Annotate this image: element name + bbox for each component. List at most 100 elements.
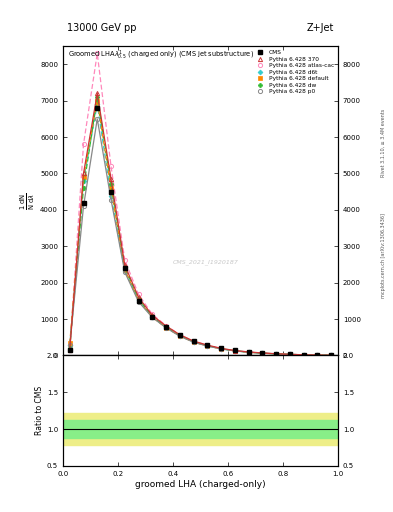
CMS	[108, 188, 114, 195]
Pythia 6.428 d6t	[108, 193, 114, 199]
Pythia 6.428 default	[136, 297, 141, 304]
Pythia 6.428 default	[301, 352, 306, 358]
Pythia 6.428 p0	[68, 342, 72, 348]
Pythia 6.428 p0	[315, 352, 320, 358]
Pythia 6.428 default	[233, 348, 237, 354]
Pythia 6.428 p0	[219, 346, 223, 352]
CMS	[288, 351, 292, 357]
Pythia 6.428 370	[68, 347, 72, 353]
Pythia 6.428 default	[81, 174, 86, 180]
Pythia 6.428 370	[288, 351, 292, 357]
Pythia 6.428 p0	[246, 349, 251, 355]
Pythia 6.428 d6t	[219, 346, 223, 352]
Text: Groomed LHA$\lambda^{1}_{0.5}$ (charged only) (CMS jet substructure): Groomed LHA$\lambda^{1}_{0.5}$ (charged …	[68, 49, 254, 62]
Pythia 6.428 370	[205, 342, 210, 348]
Pythia 6.428 370	[150, 312, 155, 318]
Pythia 6.428 atlas-cac	[329, 352, 334, 358]
Pythia 6.428 p0	[288, 351, 292, 357]
Pythia 6.428 dw	[205, 343, 210, 349]
Pythia 6.428 d6t	[81, 178, 86, 184]
Pythia 6.428 370	[219, 345, 223, 351]
CMS	[164, 324, 169, 330]
Line: Pythia 6.428 default: Pythia 6.428 default	[68, 99, 333, 357]
Pythia 6.428 dw	[108, 181, 114, 187]
Pythia 6.428 dw	[178, 332, 182, 338]
Pythia 6.428 d6t	[260, 350, 265, 356]
Text: CMS_2021_I1920187: CMS_2021_I1920187	[173, 260, 239, 266]
Pythia 6.428 atlas-cac	[191, 338, 196, 344]
Pythia 6.428 d6t	[164, 324, 169, 330]
Pythia 6.428 dw	[260, 350, 265, 356]
Pythia 6.428 atlas-cac	[315, 352, 320, 358]
Pythia 6.428 default	[68, 340, 72, 347]
Line: Pythia 6.428 atlas-cac: Pythia 6.428 atlas-cac	[68, 51, 333, 357]
Pythia 6.428 p0	[164, 325, 169, 331]
Pythia 6.428 dw	[288, 351, 292, 357]
CMS	[81, 200, 86, 206]
Pythia 6.428 d6t	[315, 352, 320, 358]
Pythia 6.428 atlas-cac	[260, 350, 265, 356]
Pythia 6.428 default	[191, 339, 196, 345]
Pythia 6.428 d6t	[95, 101, 100, 108]
CMS	[123, 265, 127, 271]
CMS	[178, 332, 182, 338]
Pythia 6.428 default	[246, 349, 251, 355]
Pythia 6.428 p0	[329, 352, 334, 358]
CMS	[95, 105, 100, 111]
Pythia 6.428 d6t	[136, 297, 141, 304]
Pythia 6.428 p0	[136, 298, 141, 305]
Pythia 6.428 default	[274, 351, 279, 357]
Pythia 6.428 370	[81, 170, 86, 177]
Pythia 6.428 p0	[260, 350, 265, 356]
Line: Pythia 6.428 370: Pythia 6.428 370	[68, 91, 333, 357]
Pythia 6.428 p0	[205, 343, 210, 349]
Pythia 6.428 atlas-cac	[81, 141, 86, 147]
Pythia 6.428 dw	[68, 345, 72, 351]
Pythia 6.428 default	[123, 266, 127, 272]
Pythia 6.428 d6t	[301, 352, 306, 358]
Pythia 6.428 atlas-cac	[164, 323, 169, 329]
Y-axis label: $\frac{1}{\mathrm{N}}\frac{\mathrm{dN}}{\mathrm{d}\lambda}$: $\frac{1}{\mathrm{N}}\frac{\mathrm{dN}}{…	[19, 192, 37, 209]
Pythia 6.428 370	[178, 332, 182, 338]
Pythia 6.428 default	[260, 350, 265, 356]
Pythia 6.428 d6t	[274, 351, 279, 357]
Pythia 6.428 p0	[81, 203, 86, 209]
X-axis label: groomed LHA (charged-only): groomed LHA (charged-only)	[135, 480, 266, 488]
Pythia 6.428 default	[288, 351, 292, 357]
Pythia 6.428 370	[164, 323, 169, 329]
Text: Z+Jet: Z+Jet	[307, 23, 334, 33]
Pythia 6.428 d6t	[288, 351, 292, 357]
Pythia 6.428 d6t	[246, 349, 251, 355]
Pythia 6.428 370	[246, 349, 251, 355]
CMS	[68, 347, 72, 353]
Pythia 6.428 370	[95, 90, 100, 96]
CMS	[260, 350, 265, 356]
Pythia 6.428 d6t	[123, 268, 127, 274]
Pythia 6.428 dw	[246, 349, 251, 355]
CMS	[191, 338, 196, 344]
Pythia 6.428 atlas-cac	[219, 346, 223, 352]
CMS	[205, 342, 210, 348]
Pythia 6.428 p0	[108, 197, 114, 203]
Pythia 6.428 370	[108, 176, 114, 182]
Pythia 6.428 370	[233, 348, 237, 354]
Line: Pythia 6.428 dw: Pythia 6.428 dw	[68, 95, 333, 357]
Text: mcplots.cern.ch [arXiv:1306.3436]: mcplots.cern.ch [arXiv:1306.3436]	[381, 214, 386, 298]
Pythia 6.428 atlas-cac	[274, 351, 279, 357]
Pythia 6.428 default	[315, 352, 320, 358]
Pythia 6.428 atlas-cac	[108, 163, 114, 169]
Pythia 6.428 370	[329, 352, 334, 358]
Pythia 6.428 d6t	[68, 342, 72, 348]
Pythia 6.428 default	[150, 314, 155, 321]
CMS	[301, 352, 306, 358]
Pythia 6.428 dw	[164, 324, 169, 330]
Pythia 6.428 atlas-cac	[150, 311, 155, 317]
Pythia 6.428 370	[260, 350, 265, 356]
Pythia 6.428 dw	[329, 352, 334, 358]
Text: Rivet 3.1.10, ≥ 3.4M events: Rivet 3.1.10, ≥ 3.4M events	[381, 109, 386, 178]
Pythia 6.428 default	[329, 352, 334, 358]
CMS	[315, 352, 320, 358]
CMS	[233, 347, 237, 353]
Pythia 6.428 atlas-cac	[136, 291, 141, 297]
Pythia 6.428 atlas-cac	[68, 347, 72, 353]
